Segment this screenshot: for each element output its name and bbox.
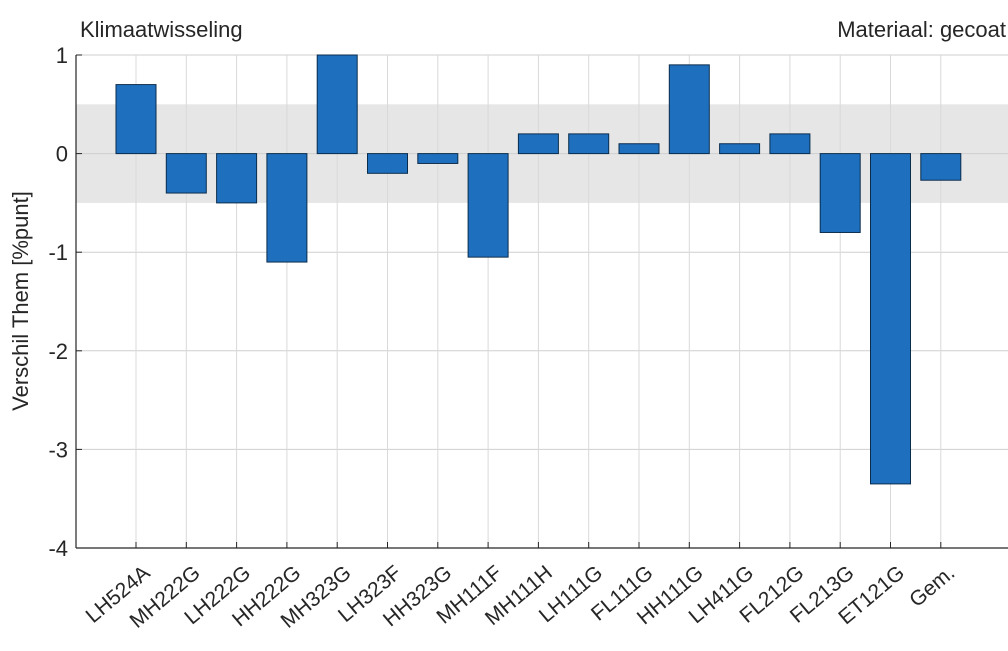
y-tick-label: -3 [48,437,68,462]
bar-gem- [920,153,962,181]
bar-hh323g [417,153,459,164]
y-tick-label: 1 [56,43,68,68]
y-tick-label: -1 [48,240,68,265]
y-axis-label: Verschil Them [%punt] [8,191,33,411]
bar-lh111g [568,133,610,155]
chart-title-left: Klimaatwisseling [80,17,243,42]
bar-hh222g [266,153,308,263]
bar-mh111f [467,153,509,258]
bar-hh111g [668,64,710,155]
bar-mh323g [316,54,358,155]
x-tick-label: Gem. [905,561,959,612]
bar-lh411g [719,143,761,155]
bar-fl111g [618,143,660,155]
bar-mh222g [165,153,207,194]
bar-mh111h [517,133,559,155]
bar-lh222g [216,153,258,204]
y-tick-label: -4 [48,536,68,561]
bar-lh524a [115,84,157,155]
bar-lh323f [367,153,408,174]
bar-et121g [870,153,911,485]
bar-fl213g [819,153,861,233]
y-tick-label: 0 [56,142,68,167]
y-tick-label: -2 [48,339,68,364]
chart-title-right: Materiaal: gecoat [837,17,1006,42]
bar-fl212g [769,133,811,155]
